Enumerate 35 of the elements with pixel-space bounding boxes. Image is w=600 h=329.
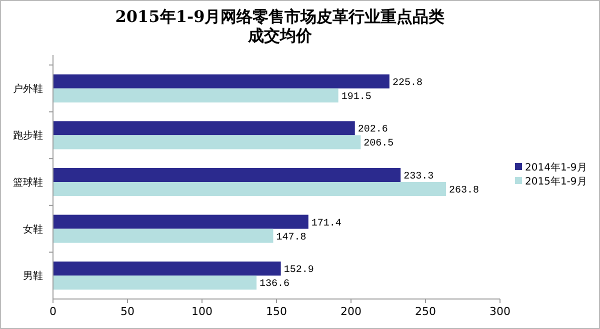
bar xyxy=(53,135,361,150)
legend-label: 2014年1-9月 xyxy=(525,162,587,174)
chart-title: 2015年1-9月网络零售市场皮革行业重点品类成交均价 xyxy=(115,7,445,45)
bar xyxy=(53,74,390,88)
data-label: 171.4 xyxy=(311,218,342,230)
x-tick-label: 100 xyxy=(192,305,212,318)
data-label: 233.3 xyxy=(404,171,434,182)
data-label: 202.6 xyxy=(358,124,388,136)
bar xyxy=(53,262,281,276)
data-label: 152.9 xyxy=(284,265,314,276)
x-tick-label: 300 xyxy=(490,305,510,318)
x-tick-label: 150 xyxy=(266,305,287,318)
data-label: 191.5 xyxy=(341,92,372,103)
legend-label: 2015年1-9月 xyxy=(525,176,587,188)
data-label: 206.5 xyxy=(364,138,394,150)
data-label: 147.8 xyxy=(276,232,306,244)
bar xyxy=(53,121,355,136)
x-tick-label: 200 xyxy=(340,305,362,318)
x-tick-label: 50 xyxy=(120,305,134,318)
data-label: 263.8 xyxy=(449,186,480,197)
y-tick-label: 男鞋 xyxy=(23,270,43,282)
bar xyxy=(53,276,257,290)
x-tick-label: 250 xyxy=(415,305,436,318)
bar xyxy=(53,228,274,243)
bar xyxy=(53,88,338,102)
x-tick-label: 0 xyxy=(50,305,56,318)
y-tick-label: 篮球鞋 xyxy=(13,176,43,188)
y-tick-label: 跑步鞋 xyxy=(13,130,43,142)
bar xyxy=(53,168,401,182)
bar xyxy=(53,182,446,196)
data-label: 136.6 xyxy=(260,279,290,290)
y-tick-label: 户外鞋 xyxy=(13,82,43,95)
data-label: 225.8 xyxy=(392,78,422,89)
y-tick-label: 女鞋 xyxy=(23,223,43,236)
bar xyxy=(53,214,308,229)
